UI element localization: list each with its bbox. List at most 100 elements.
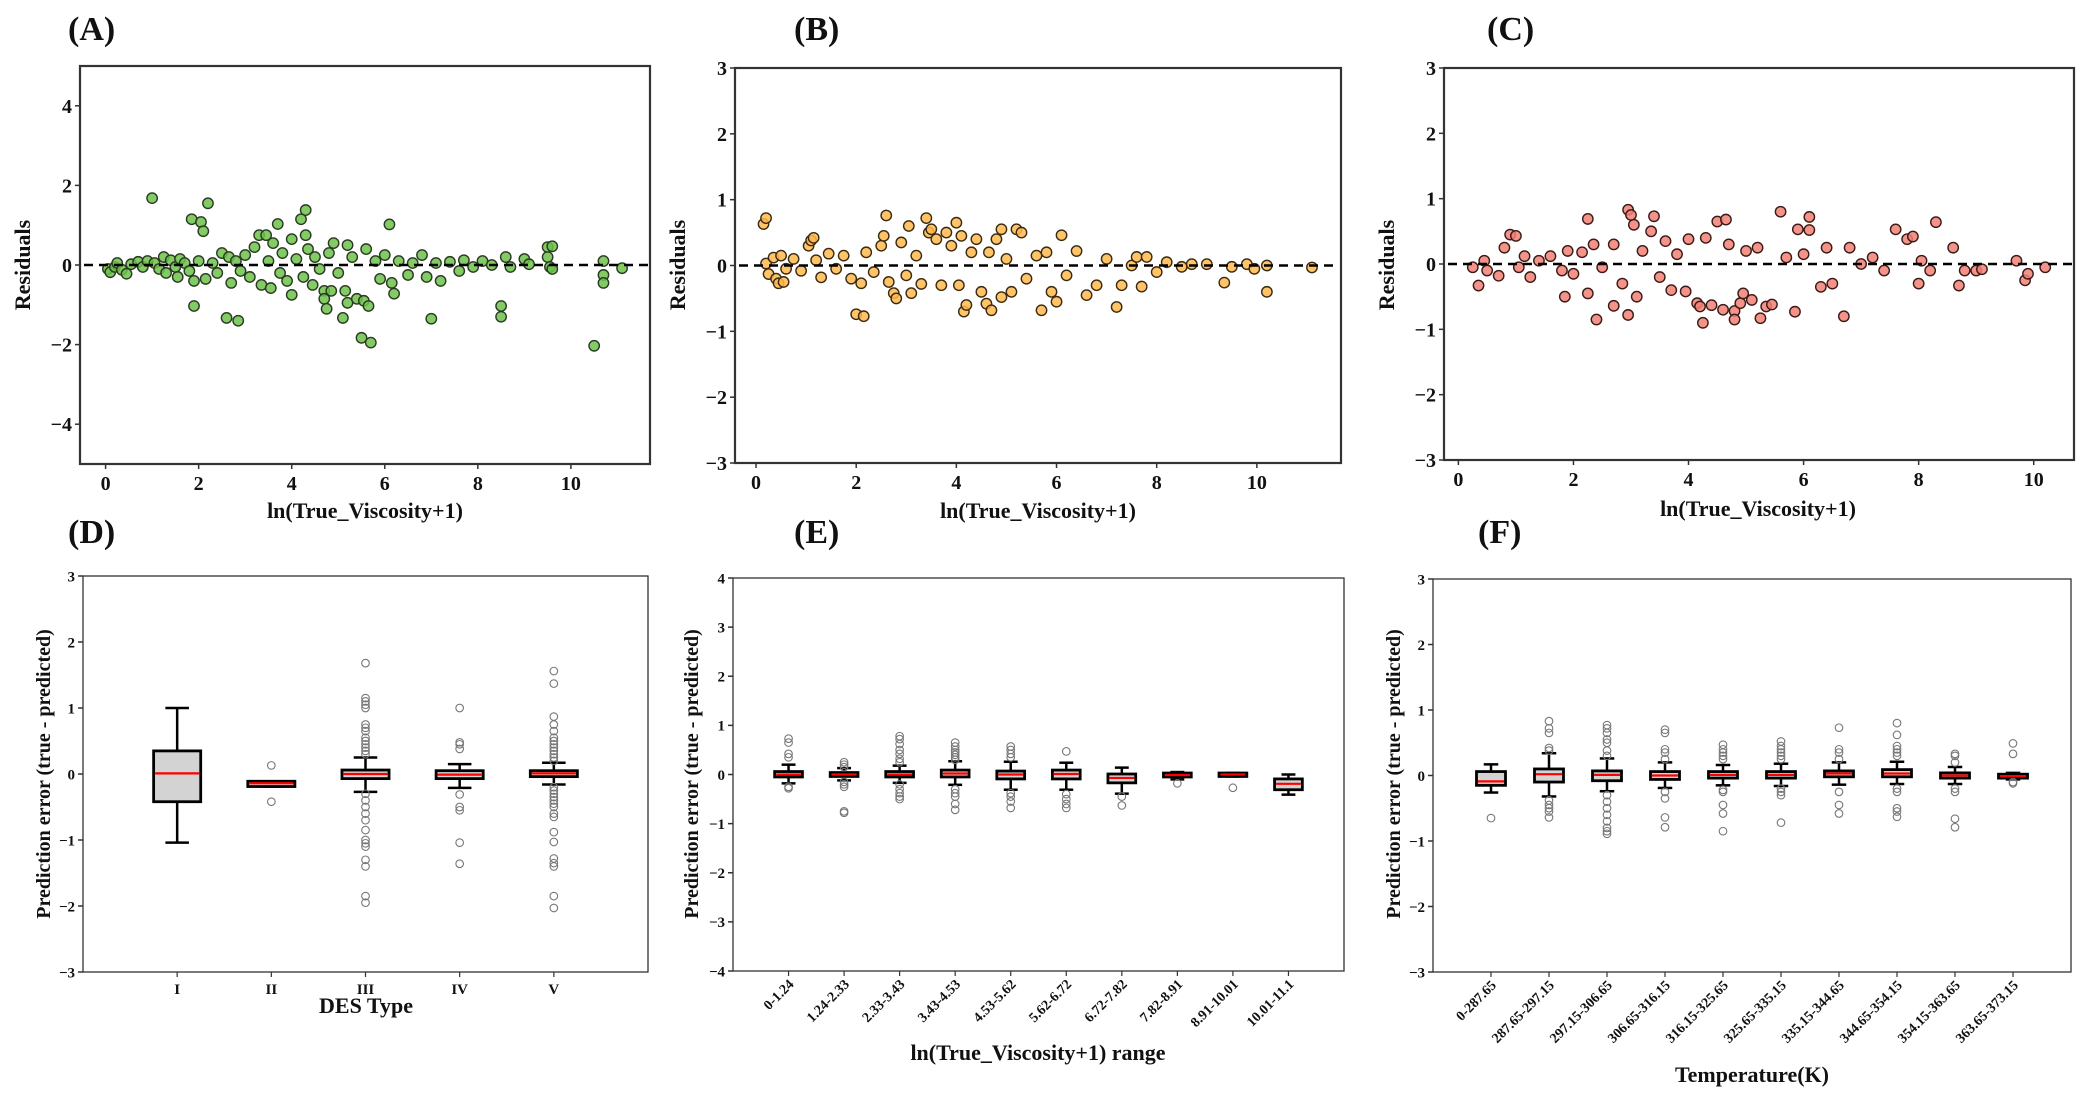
data-point [895,236,908,249]
data-point [1492,269,1505,282]
data-point [327,237,340,250]
data-point [299,229,312,242]
data-point [546,240,559,253]
axes-frame [1442,66,2076,462]
outlier-point [1718,744,1728,754]
data-point [1774,205,1787,218]
data-point [1524,271,1537,283]
outlier-point [784,783,793,793]
y-tick-label: 1 [1426,189,1436,211]
data-point [1958,264,1971,277]
outlier-point [549,802,559,812]
y-axis-label-a: Residuals [10,219,35,310]
outlier-point [895,754,904,764]
data-point [920,212,933,225]
outlier-point [1006,788,1016,798]
x-tick-label: 8 [1152,472,1162,494]
outlier-point [1602,826,1612,836]
outlier-point [950,805,960,815]
outlier-point [1950,787,1960,797]
outlier-point [950,799,960,809]
data-point [588,339,601,352]
outlier-point [549,809,559,818]
x-tick-label: 2.33-3.43 [860,977,909,1026]
outlier-point [1602,751,1612,761]
box-5.62-6.72 [1050,747,1082,813]
outlier-point [455,703,465,713]
y-tick-label: −1 [1415,319,1436,341]
data-point [1697,316,1709,329]
outlier-point [895,734,904,744]
data-point [1200,258,1213,271]
outlier-point [1660,748,1670,757]
data-point [1498,241,1511,254]
outlier-point [361,838,370,848]
data-point [1622,309,1635,321]
x-tick-label: 6 [380,473,390,495]
data-point [264,282,277,294]
y-tick-label: 1 [68,701,76,717]
data-point [1745,294,1758,306]
data-point [945,239,958,252]
x-tick-label: 7.82-8.91 [1138,977,1187,1026]
outlier-point [1950,814,1960,824]
outlier-point [455,859,465,869]
outlier-point [1776,790,1786,800]
y-tick-label: 2 [718,670,726,686]
box-10.01-11.1 [1273,773,1304,796]
outlier-point [895,794,904,804]
outlier-point [361,862,370,871]
data-point [1820,241,1833,254]
outlier-point [839,757,849,767]
data-point [271,218,284,230]
data-point [860,246,873,259]
outlier-point [1834,787,1844,797]
outlier-point [361,693,370,703]
data-point [1607,238,1620,251]
data-point [1567,267,1580,280]
box-8.91-10.01 [1217,771,1249,793]
data-point [188,275,200,287]
y-tick-label: 0 [62,255,72,277]
data-point [1717,303,1729,316]
y-tick-label: 1 [1418,703,1426,719]
data-point [975,285,988,298]
box-325.65-335.15 [1765,737,1797,828]
x-axis-label-f: Temperature(K) [1675,1062,1829,1087]
data-point [243,271,256,283]
outlier-point [1061,747,1071,756]
box-354.15-363.65 [1939,749,1971,832]
data-point [990,233,1003,246]
outlier-point [1892,730,1902,740]
outlier-point [549,799,559,809]
outlier-point [1834,748,1844,757]
outlier-point [549,891,559,901]
data-point [1740,245,1752,257]
data-point [1110,301,1123,313]
outlier-point [1544,807,1554,816]
data-point [1722,238,1735,251]
data-point [199,273,212,285]
outlier-point [1602,803,1612,813]
outlier-point [784,738,793,747]
outlier-point [1776,784,1786,793]
outlier-point [549,837,559,847]
data-point [388,287,400,300]
data-point [1625,209,1637,221]
box-I [152,706,203,844]
data-point [1225,260,1238,273]
outlier-point [1892,741,1902,751]
outlier-point [1718,800,1728,810]
outlier-point [1834,800,1844,810]
data-point [845,272,858,285]
outlier-point [455,739,465,749]
box-4.53-5.62 [995,742,1027,813]
outlier-point [361,736,370,746]
x-tick-label: 10 [1247,472,1267,494]
outlier-point [361,842,370,851]
outlier-point [1660,787,1670,797]
x-tick-label: 8 [473,473,483,495]
outlier-point [1602,728,1612,738]
data-point [807,231,820,244]
